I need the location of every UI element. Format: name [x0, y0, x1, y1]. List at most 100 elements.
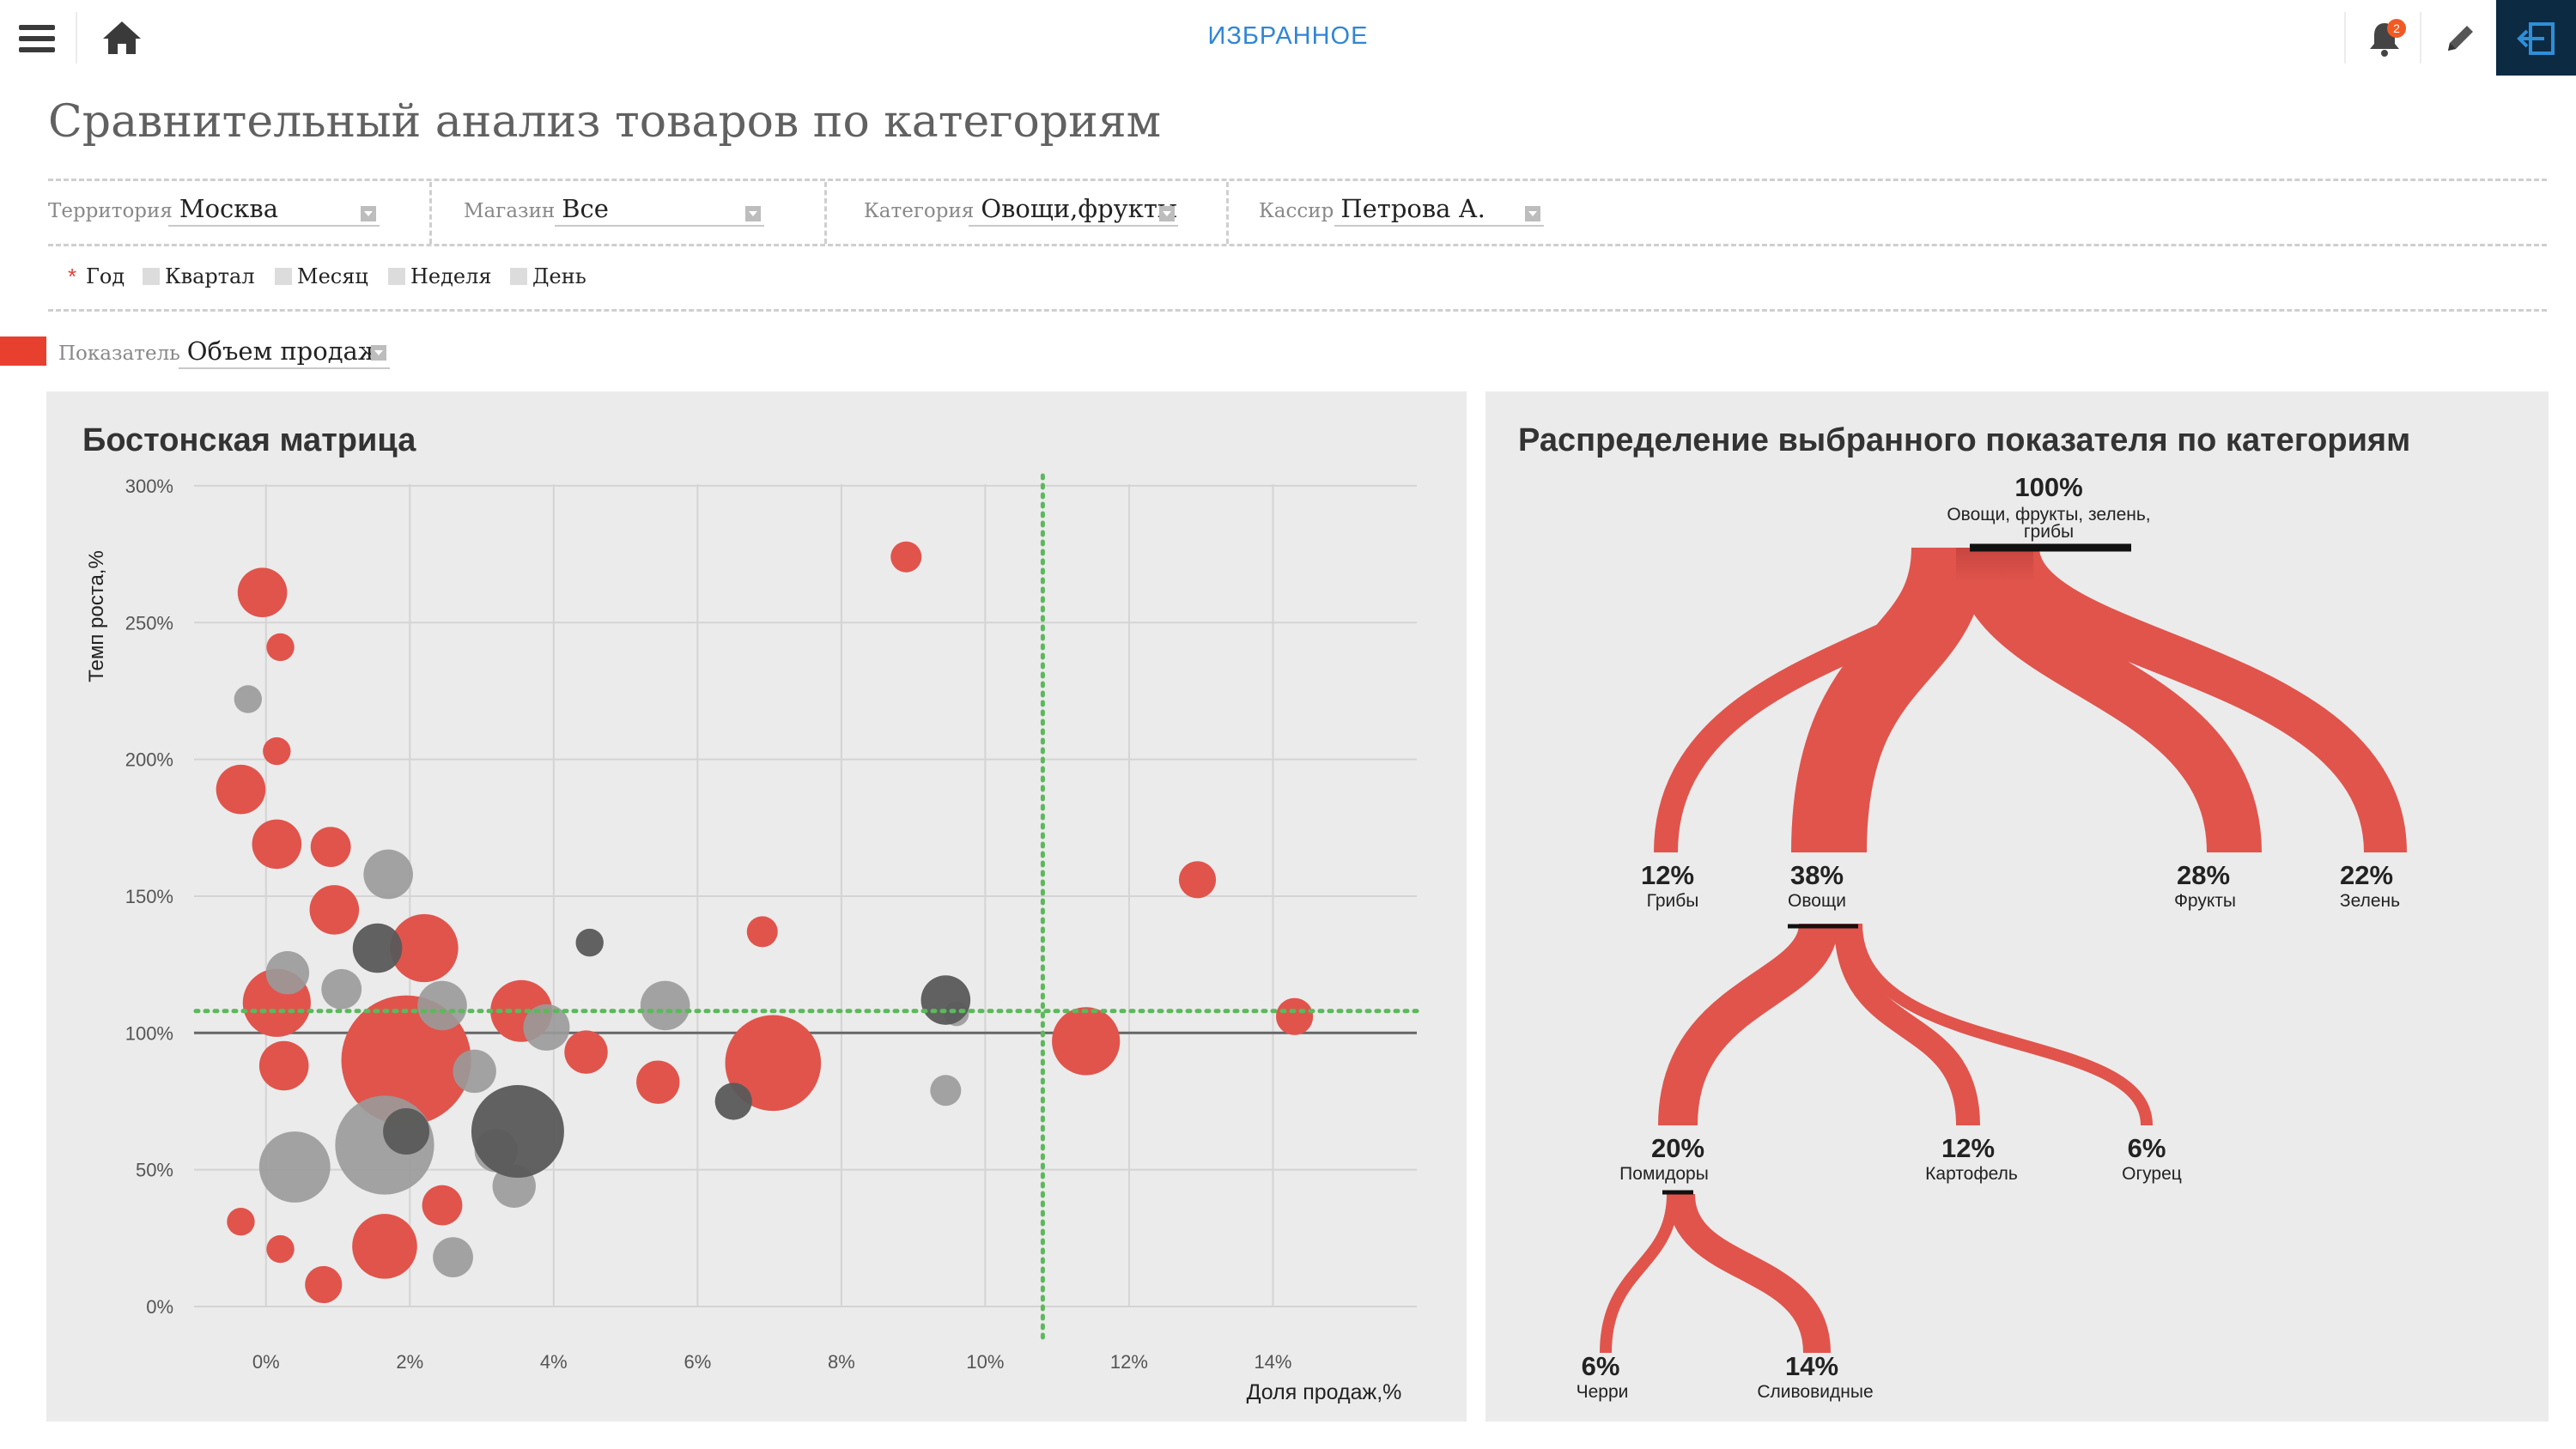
shade — [1956, 548, 2033, 582]
y-tick-label: 100% — [125, 1022, 173, 1044]
distribution-panel: Распределение выбранного показателя по к… — [1485, 391, 2549, 1422]
underline — [179, 367, 390, 369]
territory-filter[interactable]: Территория Москва — [48, 194, 278, 223]
bubble-red — [1178, 861, 1217, 899]
node-label: Огурец — [2122, 1164, 2182, 1184]
root-label: Овощи, фрукты, зелень, — [1947, 505, 2150, 524]
indicator-label: Показатель — [58, 343, 180, 365]
flow-root-fruits — [1953, 545, 2262, 854]
node-label: Овощи — [1788, 891, 1846, 911]
top-bar: ИЗБРАННОЕ 2 — [0, 0, 2576, 77]
bubble-red — [564, 1030, 608, 1074]
node-pct: 22% — [2340, 860, 2393, 890]
bubble-gray — [523, 1003, 570, 1051]
menu-icon[interactable] — [15, 17, 58, 60]
bubble-dark — [920, 975, 971, 1025]
filter-value: Петрова А. — [1340, 194, 1485, 223]
bubble-red — [746, 916, 778, 948]
node-label: Грибы — [1647, 891, 1699, 911]
page-title: Сравнительный анализ товаров по категори… — [48, 96, 1162, 148]
bubble-red — [890, 541, 922, 573]
dropdown-arrow-icon[interactable] — [1159, 206, 1175, 221]
indicator-value: Объем продаж — [186, 336, 381, 366]
node-label: Сливовидные — [1757, 1382, 1873, 1402]
period-month[interactable]: Месяц — [275, 264, 368, 288]
divider — [1226, 182, 1229, 244]
period-week[interactable]: Неделя — [388, 264, 492, 288]
bubble-dark — [352, 923, 403, 973]
dropdown-arrow-icon[interactable] — [371, 345, 386, 361]
bubble-red — [352, 1214, 417, 1279]
period-label: Неделя — [410, 264, 492, 288]
node-label: Зелень — [2340, 891, 2400, 911]
filter-label: Территория — [48, 200, 173, 222]
cashier-filter[interactable]: Кассир Петрова А. — [1259, 194, 1485, 223]
bubble-red — [263, 737, 291, 766]
separator — [76, 12, 77, 64]
node-pct: 6% — [1582, 1351, 1620, 1381]
category-filter[interactable]: Категория Овощи,фрукты — [864, 194, 1177, 223]
pencil-icon[interactable] — [2440, 17, 2482, 58]
bubble-dark — [383, 1108, 430, 1155]
favorites-title[interactable]: ИЗБРАННОЕ — [1207, 22, 1369, 50]
x-tick-label: 12% — [1110, 1351, 1148, 1373]
filter-label: Категория — [864, 200, 975, 222]
store-filter[interactable]: Магазин Все — [464, 194, 609, 223]
bubble-red — [636, 1060, 680, 1104]
distribution-title: Распределение выбранного показателя по к… — [1518, 422, 2411, 458]
y-axis-label: Темп роста,% — [85, 550, 108, 682]
bubble-red — [237, 567, 288, 618]
dropdown-arrow-icon[interactable] — [745, 206, 761, 221]
y-tick-label: 200% — [125, 749, 173, 771]
bubble-red — [216, 764, 266, 815]
x-tick-label: 10% — [966, 1351, 1004, 1373]
bubble-gray — [363, 849, 413, 900]
bubble-red — [310, 827, 351, 867]
divider — [824, 182, 827, 244]
checkbox — [510, 268, 527, 285]
home-icon[interactable] — [98, 15, 146, 60]
dropdown-arrow-icon[interactable] — [361, 206, 376, 221]
flow-vegetables-tomatoes — [1658, 921, 1838, 1126]
flow-tomatoes-cherry — [1600, 1193, 1679, 1354]
bubble-red — [1276, 997, 1314, 1035]
dropdown-arrow-icon[interactable] — [1525, 206, 1540, 221]
x-tick-label: 8% — [828, 1351, 855, 1373]
y-tick-label: 0% — [146, 1296, 173, 1318]
bubble-gray — [265, 950, 310, 995]
period-year[interactable]: * Год — [64, 264, 125, 288]
checkbox — [143, 268, 160, 285]
node-pct: 28% — [2177, 860, 2230, 890]
period-day[interactable]: День — [510, 264, 586, 288]
filter-value: Овощи,фрукты — [981, 194, 1177, 223]
exit-button[interactable] — [2496, 0, 2576, 76]
period-label: Квартал — [165, 264, 255, 288]
node-pct: 12% — [1941, 1133, 1995, 1163]
filter-value: Москва — [179, 194, 279, 223]
bubble-dark — [471, 1085, 564, 1179]
bell-icon[interactable]: 2 — [2363, 17, 2406, 60]
x-tick-label: 2% — [396, 1351, 423, 1373]
bubble-dark — [714, 1082, 752, 1120]
x-tick-label: 0% — [252, 1351, 280, 1373]
bubble-gray — [321, 968, 362, 1009]
node-label: Помидоры — [1619, 1164, 1709, 1184]
bubble-red — [422, 1185, 463, 1226]
bubble-gray — [640, 980, 690, 1031]
bubble-gray — [234, 685, 263, 713]
flow-tomatoes-plum — [1668, 1192, 1831, 1354]
filter-value: Все — [562, 194, 609, 223]
bubble-gray — [930, 1075, 962, 1106]
underline — [1334, 225, 1544, 227]
checkbox — [275, 268, 292, 285]
bubble-red — [258, 1040, 309, 1091]
bubble-red — [227, 1208, 255, 1236]
flow-vegetables-cucumber — [1850, 923, 2153, 1126]
underline — [969, 225, 1178, 227]
node-pct: 38% — [1790, 860, 1844, 890]
divider — [48, 179, 2547, 181]
divider — [48, 244, 2547, 246]
period-quarter[interactable]: Квартал — [143, 264, 255, 288]
indicator-filter[interactable]: Показатель Объем продаж — [58, 336, 381, 366]
flow-vegetables-potato — [1834, 923, 1980, 1126]
